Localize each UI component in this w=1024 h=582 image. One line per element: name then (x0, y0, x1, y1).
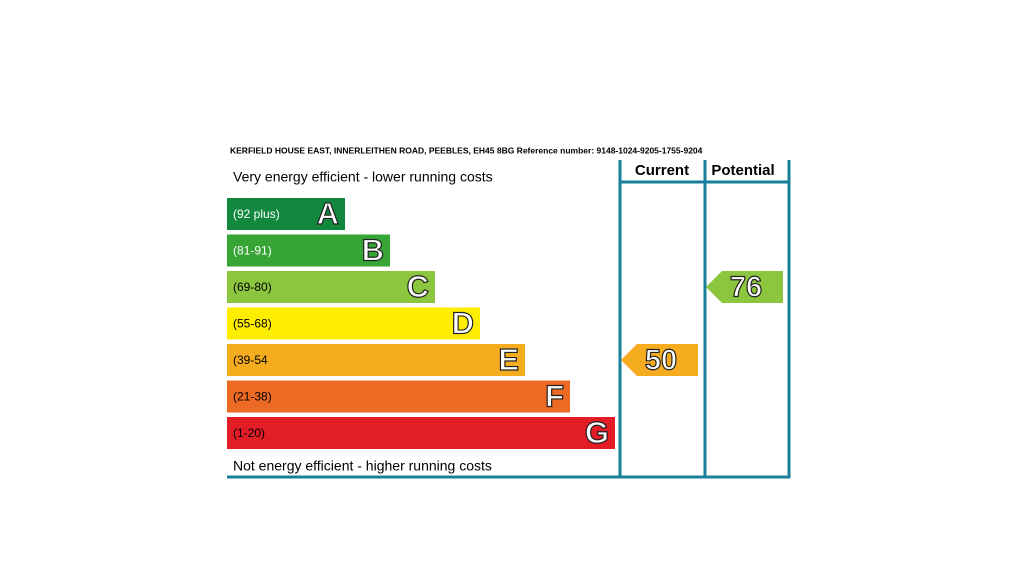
band-range: (69-80) (233, 280, 272, 294)
current-score: 50 (645, 345, 677, 377)
address: KERFIELD HOUSE EAST, INNERLEITHEN ROAD, … (230, 145, 703, 155)
band-range: (21-38) (233, 390, 272, 404)
top-note: Very energy efficient - lower running co… (233, 169, 493, 185)
band-range: (39-54 (233, 353, 268, 367)
band-letter: C (407, 269, 429, 304)
band-bar (227, 344, 525, 376)
band-letter: G (585, 415, 609, 450)
potential-arrow (706, 271, 783, 303)
band-bar (227, 417, 615, 449)
band-letter: A (317, 196, 339, 231)
current-arrow (621, 344, 698, 376)
band-letter: D (452, 306, 474, 341)
band-bar (227, 234, 390, 267)
band-letter: B (362, 233, 384, 268)
band-range: (55-68) (233, 317, 272, 331)
band-letter: F (545, 379, 564, 414)
band-bar (227, 380, 570, 413)
band-bar (227, 307, 480, 340)
bottom-note: Not energy efficient - higher running co… (233, 458, 492, 474)
band-bar (227, 198, 345, 230)
current-header: Current (635, 162, 689, 179)
band-letter: E (498, 342, 519, 377)
band-bar (227, 271, 435, 303)
band-range: (92 plus) (233, 207, 280, 221)
potential-score: 76 (730, 272, 762, 304)
frame (227, 160, 791, 479)
band-range: (81-91) (233, 244, 272, 258)
potential-header: Potential (711, 162, 774, 179)
band-range: (1-20) (233, 426, 265, 440)
